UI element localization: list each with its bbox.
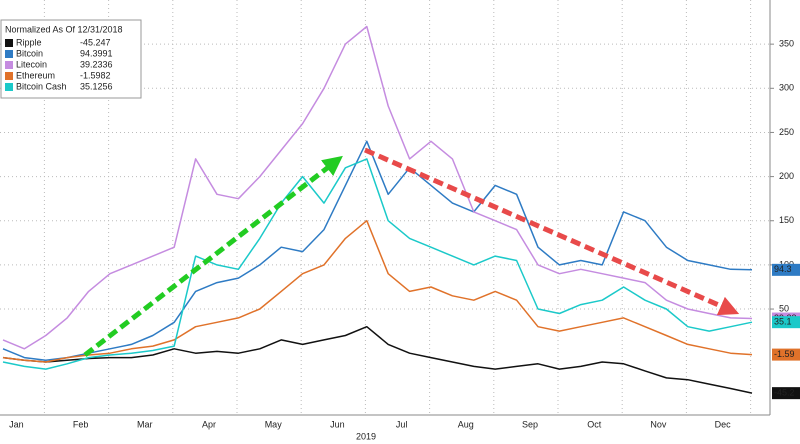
legend-title: Normalized As Of 12/31/2018 xyxy=(5,24,123,34)
x-tick-label: May xyxy=(265,419,283,429)
y-tick-label: 250 xyxy=(779,127,794,137)
x-tick-label: Jul xyxy=(396,419,408,429)
legend-swatch xyxy=(5,50,13,58)
y-tick-label: 200 xyxy=(779,171,794,181)
x-tick-label: Jun xyxy=(330,419,345,429)
x-tick-label: Aug xyxy=(458,419,474,429)
series-line xyxy=(2,140,753,362)
plot-area xyxy=(0,0,770,415)
series-line xyxy=(2,158,753,370)
legend-label: Ripple xyxy=(16,37,42,47)
end-tag-box xyxy=(772,316,800,329)
x-tick-label: Jan xyxy=(9,419,24,429)
end-tag-label: 94.3 xyxy=(774,264,792,274)
legend-label: Ethereum xyxy=(16,70,55,80)
x-tick-label: Dec xyxy=(715,419,732,429)
series-line xyxy=(2,25,753,350)
legend-value: -45.247 xyxy=(80,37,111,47)
series-line xyxy=(2,325,753,394)
x-tick-label: Oct xyxy=(587,419,602,429)
legend-label: Bitcoin Cash xyxy=(16,81,67,91)
trend-arrow-down xyxy=(363,147,740,316)
legend-value: 94.3991 xyxy=(80,48,113,58)
y-tick-label: 350 xyxy=(779,39,794,49)
end-tag-label: -1.59 xyxy=(774,349,795,359)
legend-box xyxy=(0,19,142,99)
legend-swatch xyxy=(5,61,13,69)
x-tick-label: Apr xyxy=(202,419,216,429)
x-year-label: 2019 xyxy=(356,431,376,441)
x-tick-label: Nov xyxy=(650,419,667,429)
y-tick-label: 300 xyxy=(779,83,794,93)
x-tick-label: Feb xyxy=(73,419,89,429)
end-tag-label: 35.1 xyxy=(774,317,792,327)
legend-value: -1.5982 xyxy=(80,70,111,80)
legend-swatch xyxy=(5,72,13,80)
legend-swatch xyxy=(5,39,13,47)
end-tag-label: -45.2 xyxy=(774,388,795,398)
y-tick-label: 50 xyxy=(779,303,789,313)
legend-swatch xyxy=(5,83,13,91)
legend: Normalized As Of 12/31/2018 Ripple -45.24… xyxy=(0,19,142,99)
legend-label: Litecoin xyxy=(16,59,47,69)
trend-arrow-up xyxy=(83,155,343,357)
legend-label: Bitcoin xyxy=(16,48,43,58)
end-tag-box xyxy=(772,348,800,361)
end-tag-box xyxy=(772,387,800,400)
series-line xyxy=(2,219,753,363)
legend-value: 39.2336 xyxy=(80,59,113,69)
legend-value: 35.1256 xyxy=(80,81,113,91)
end-tag-box xyxy=(772,263,800,276)
y-tick-label: 150 xyxy=(779,215,794,225)
x-tick-label: Mar xyxy=(137,419,153,429)
x-tick-label: Sep xyxy=(522,419,538,429)
